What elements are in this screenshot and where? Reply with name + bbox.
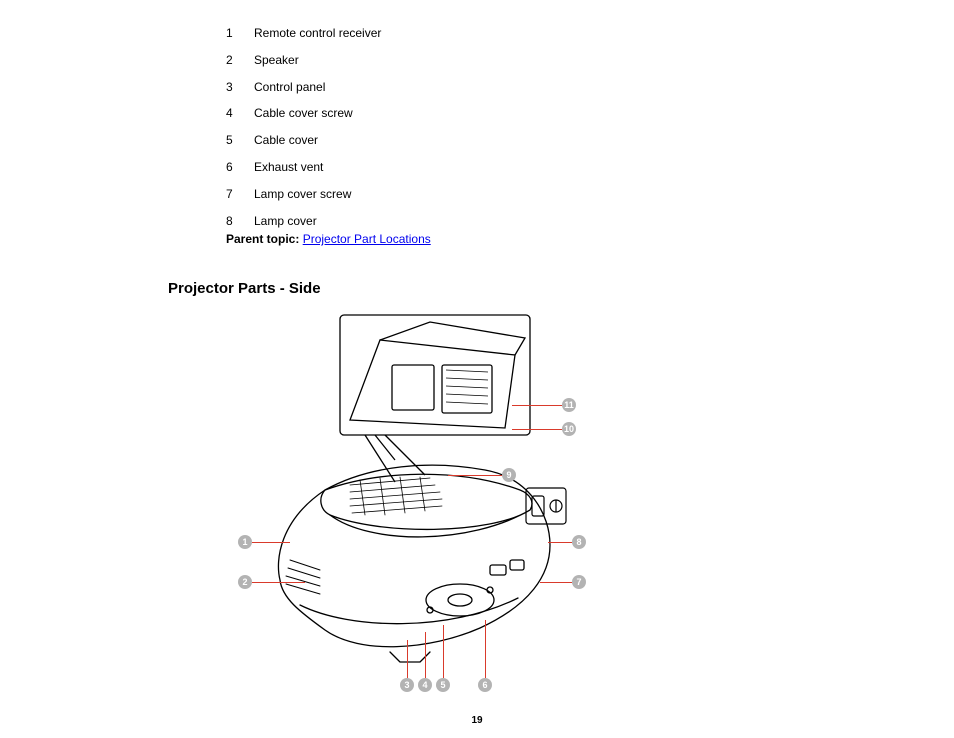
callout-10: 10 [562, 422, 576, 436]
callout-5: 5 [436, 678, 450, 692]
list-item: 1 Remote control receiver [226, 25, 381, 42]
callout-7: 7 [572, 575, 586, 589]
list-item: 6 Exhaust vent [226, 159, 381, 176]
parent-topic-link[interactable]: Projector Part Locations [303, 232, 431, 246]
list-item-label: Lamp cover screw [254, 186, 351, 203]
list-item-number: 7 [226, 186, 254, 203]
callout-lead [512, 405, 562, 406]
list-item-label: Speaker [254, 52, 299, 69]
list-item-number: 6 [226, 159, 254, 176]
callout-lead [540, 582, 572, 583]
list-item: 2 Speaker [226, 52, 381, 69]
list-item: 8 Lamp cover [226, 213, 381, 230]
callout-lead [448, 475, 502, 476]
parent-topic-label: Parent topic: [226, 232, 299, 246]
list-item: 5 Cable cover [226, 132, 381, 149]
list-item-number: 8 [226, 213, 254, 230]
list-item-label: Exhaust vent [254, 159, 323, 176]
callout-3: 3 [400, 678, 414, 692]
callout-9: 9 [502, 468, 516, 482]
callout-8: 8 [572, 535, 586, 549]
list-item-label: Lamp cover [254, 213, 317, 230]
callout-lead [252, 582, 305, 583]
list-item-label: Cable cover [254, 132, 318, 149]
list-item-label: Control panel [254, 79, 325, 96]
list-item-number: 3 [226, 79, 254, 96]
callout-4: 4 [418, 678, 432, 692]
parts-list: 1 Remote control receiver 2 Speaker 3 Co… [226, 25, 381, 239]
projector-lineart-icon [230, 310, 730, 690]
list-item: 4 Cable cover screw [226, 105, 381, 122]
callout-lead [443, 625, 444, 678]
page: 1 Remote control receiver 2 Speaker 3 Co… [0, 0, 954, 738]
callout-lead [252, 542, 290, 543]
callout-lead [485, 620, 486, 678]
callout-lead [425, 632, 426, 678]
list-item: 7 Lamp cover screw [226, 186, 381, 203]
list-item: 3 Control panel [226, 79, 381, 96]
list-item-number: 5 [226, 132, 254, 149]
callout-lead [407, 640, 408, 678]
callout-1: 1 [238, 535, 252, 549]
callout-11: 11 [562, 398, 576, 412]
callout-lead [548, 542, 572, 543]
list-item-label: Remote control receiver [254, 25, 381, 42]
callout-2: 2 [238, 575, 252, 589]
list-item-label: Cable cover screw [254, 105, 353, 122]
list-item-number: 4 [226, 105, 254, 122]
section-title: Projector Parts - Side [168, 280, 321, 297]
list-item-number: 1 [226, 25, 254, 42]
parent-topic: Parent topic: Projector Part Locations [226, 232, 431, 246]
page-number: 19 [0, 715, 954, 726]
list-item-number: 2 [226, 52, 254, 69]
callout-6: 6 [478, 678, 492, 692]
projector-side-diagram: 1 2 345 6 7 8 9 10 11 [230, 310, 730, 690]
callout-lead [512, 429, 562, 430]
